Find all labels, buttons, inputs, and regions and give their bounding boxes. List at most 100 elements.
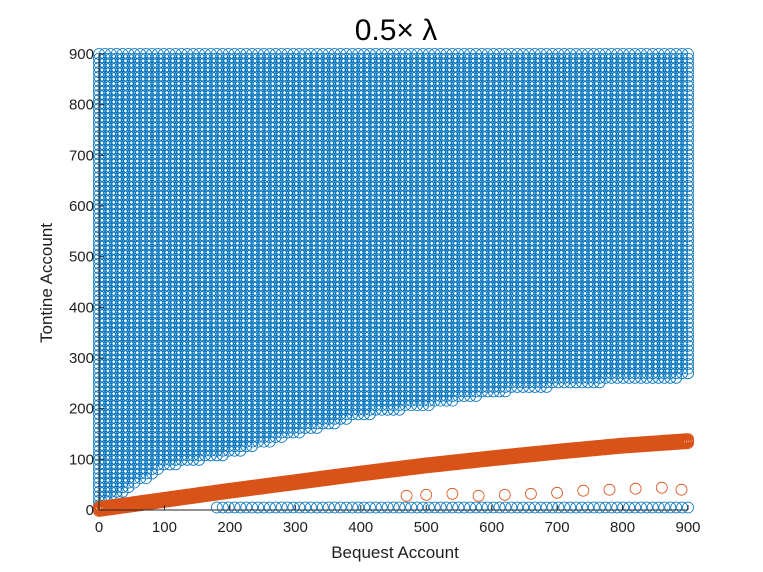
blue-point	[163, 61, 176, 74]
blue-point	[134, 143, 147, 156]
blue-point	[151, 111, 164, 124]
blue-point	[122, 239, 135, 252]
blue-point	[163, 216, 176, 229]
blue-point	[163, 184, 176, 197]
blue-point	[151, 248, 164, 261]
blue-point	[140, 390, 153, 402]
blue-point	[134, 307, 147, 320]
blue-point	[104, 262, 117, 275]
blue-point	[157, 111, 170, 124]
blue-point	[146, 412, 158, 425]
blue-point	[151, 235, 164, 247]
blue-point	[110, 189, 123, 202]
blue-point	[140, 212, 153, 225]
blue-point	[169, 394, 182, 407]
blue-point	[104, 276, 117, 288]
blue-point	[128, 394, 141, 407]
blue-point	[163, 276, 176, 288]
blue-point	[134, 449, 147, 462]
blue-point	[134, 262, 147, 275]
blue-point	[157, 294, 170, 307]
blue-point	[140, 61, 153, 74]
blue-point	[169, 417, 182, 430]
blue-point	[146, 134, 158, 147]
blue-point	[146, 253, 158, 266]
blue-point	[146, 221, 158, 234]
blue-point	[169, 125, 182, 138]
blue-point	[146, 257, 158, 270]
blue-point	[146, 385, 158, 398]
blue-point	[163, 303, 176, 316]
blue-point	[104, 52, 117, 65]
blue-point	[163, 380, 176, 393]
blue-point	[163, 203, 176, 215]
blue-point	[140, 235, 153, 247]
blue-point	[110, 171, 123, 184]
blue-point	[110, 312, 123, 325]
blue-point	[104, 412, 117, 425]
blue-point	[134, 467, 147, 480]
blue-point	[128, 203, 141, 215]
blue-point	[163, 353, 176, 366]
blue-point	[128, 339, 141, 352]
blue-point	[134, 412, 147, 425]
blue-point	[140, 57, 153, 69]
blue-point	[157, 52, 170, 65]
blue-point	[128, 367, 141, 380]
blue-point	[169, 248, 182, 261]
blue-point	[146, 102, 158, 115]
blue-point	[134, 70, 147, 83]
blue-point	[146, 276, 158, 288]
blue-point	[104, 125, 117, 138]
blue-point	[146, 125, 158, 138]
blue-point	[146, 358, 158, 371]
blue-point	[104, 294, 117, 307]
blue-point	[134, 353, 147, 366]
blue-point	[163, 440, 176, 453]
blue-point	[140, 171, 153, 184]
blue-point	[169, 171, 182, 184]
blue-point	[157, 362, 170, 375]
blue-point	[157, 139, 170, 152]
blue-point	[151, 380, 164, 393]
blue-point	[146, 121, 158, 133]
blue-point	[163, 193, 176, 206]
blue-point	[169, 257, 182, 270]
blue-point	[169, 148, 182, 161]
blue-point	[128, 130, 141, 143]
blue-point	[110, 453, 123, 466]
blue-point	[146, 52, 158, 65]
blue-point	[140, 326, 153, 339]
blue-point	[163, 403, 176, 416]
blue-point	[169, 139, 182, 152]
blue-point	[163, 148, 176, 161]
blue-point	[110, 130, 123, 143]
blue-point	[134, 421, 147, 434]
blue-point	[146, 207, 158, 220]
blue-point	[151, 134, 164, 147]
blue-point	[169, 57, 182, 69]
blue-point	[151, 143, 164, 156]
blue-point	[169, 157, 182, 170]
blue-point	[163, 175, 176, 188]
blue-point	[146, 248, 158, 261]
blue-point	[134, 444, 147, 457]
blue-point	[122, 80, 135, 92]
blue-point	[104, 239, 117, 252]
blue-point	[110, 289, 123, 302]
blue-point	[163, 89, 176, 101]
blue-point	[122, 203, 135, 215]
blue-point	[146, 48, 158, 60]
blue-point	[151, 130, 164, 143]
blue-point	[128, 403, 141, 416]
blue-point	[134, 399, 147, 412]
blue-point	[110, 75, 123, 88]
blue-point	[110, 421, 123, 434]
blue-point	[157, 216, 170, 229]
blue-point	[128, 116, 141, 129]
blue-point	[110, 362, 123, 375]
blue-point	[122, 435, 135, 448]
blue-point	[122, 463, 135, 475]
blue-point	[134, 285, 147, 298]
blue-point	[157, 171, 170, 184]
